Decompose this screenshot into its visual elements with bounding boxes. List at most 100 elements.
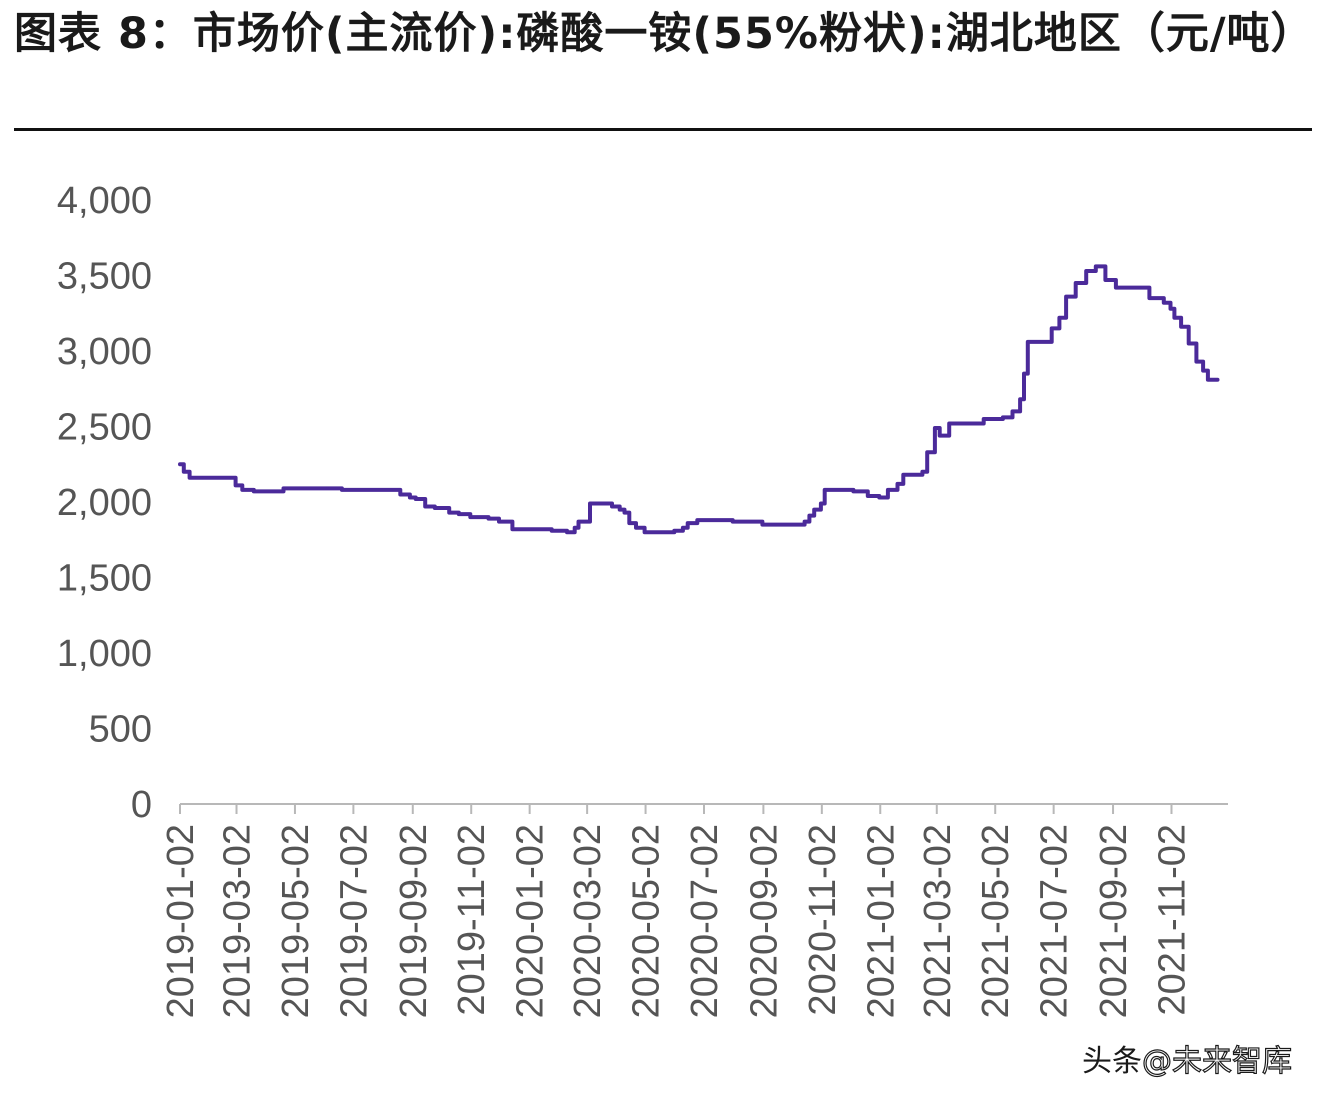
- x-tick-label: 2020-09-02: [743, 824, 785, 1018]
- data-point: [408, 496, 412, 499]
- data-point: [731, 520, 735, 524]
- data-point: [234, 483, 238, 487]
- data-point: [823, 488, 827, 492]
- data-point: [686, 521, 690, 525]
- data-point: [1074, 281, 1078, 285]
- data-point: [681, 526, 685, 530]
- x-tick-label: 2019-03-02: [217, 824, 259, 1018]
- data-point: [812, 508, 816, 512]
- x-tick-label: 2020-05-02: [626, 824, 668, 1018]
- data-point: [774, 523, 778, 527]
- data-point: [497, 520, 501, 524]
- x-tick-label: 2021-07-02: [1034, 824, 1076, 1018]
- x-tick-label: 2020-03-02: [567, 824, 609, 1018]
- data-point: [573, 526, 577, 530]
- x-tick-label: 2021-09-02: [1093, 824, 1135, 1018]
- data-point: [967, 422, 971, 425]
- data-point: [938, 434, 942, 438]
- data-point: [433, 506, 437, 510]
- series-layer: [178, 264, 1220, 535]
- data-point: [1050, 326, 1054, 330]
- data-point: [618, 508, 622, 512]
- data-point: [1022, 372, 1026, 376]
- data-point: [550, 529, 554, 533]
- y-tick-label: 500: [89, 709, 152, 751]
- data-point: [920, 470, 924, 474]
- x-tick-label: 2019-11-02: [451, 824, 493, 1016]
- y-tick-label: 2,000: [57, 482, 152, 524]
- data-point: [1103, 278, 1107, 282]
- data-point: [423, 505, 427, 508]
- data-point: [565, 530, 569, 534]
- data-point: [719, 518, 723, 522]
- data-point: [1084, 269, 1088, 273]
- x-tick-label: 2021-01-02: [860, 824, 902, 1018]
- y-tick-label: 1,500: [57, 558, 152, 600]
- data-point: [623, 511, 626, 515]
- chart-title: 图表 8：市场价(主流价):磷酸一铵(55%粉状):湖北地区（元/吨）: [14, 9, 1315, 59]
- data-point: [819, 502, 823, 505]
- data-point: [1018, 397, 1022, 401]
- y-tick-label: 4,000: [57, 180, 152, 222]
- data-point: [1138, 286, 1142, 290]
- data-point: [749, 520, 753, 524]
- x-axis-ticks: 2019-01-02 2019-03-02 2019-05-02 2019-07-02…: [160, 804, 1193, 1018]
- y-axis-ticks: 0 500 1,000 1,500 2,000 2,500 3,000 3,500 4,000: [57, 180, 152, 826]
- data-point: [627, 521, 631, 525]
- data-point: [1147, 296, 1151, 300]
- data-point: [229, 476, 233, 480]
- data-point: [851, 489, 855, 493]
- series-line: [178, 264, 1220, 535]
- data-point: [531, 527, 534, 531]
- x-tick-label: 2019-01-02: [160, 824, 202, 1018]
- data-point: [695, 518, 699, 522]
- watermark-name: @未来智库: [1141, 1043, 1292, 1079]
- data-point: [610, 505, 614, 508]
- data-point: [877, 496, 881, 499]
- data-point: [886, 488, 890, 492]
- data-point: [1206, 378, 1210, 382]
- data-point: [389, 488, 393, 492]
- x-tick-label: 2019-07-02: [333, 824, 375, 1018]
- data-point: [807, 514, 811, 518]
- data-point: [1179, 325, 1183, 329]
- data-point: [1064, 295, 1068, 299]
- data-point: [487, 517, 490, 521]
- watermark: 头条@未来智库: [1082, 1036, 1293, 1080]
- data-point: [1114, 286, 1118, 290]
- data-point: [272, 489, 276, 493]
- data-point: [414, 497, 418, 501]
- x-tick-label: 2019-09-02: [393, 824, 435, 1018]
- x-tick-label: 2021-11-02: [1151, 824, 1193, 1016]
- x-tick-label: 2020-07-02: [684, 824, 726, 1018]
- data-point: [643, 530, 647, 534]
- y-tick-label: 2,500: [57, 407, 152, 449]
- data-point: [282, 486, 285, 490]
- data-point: [577, 520, 580, 524]
- data-point: [1187, 342, 1191, 345]
- data-point: [896, 482, 899, 486]
- data-point: [1216, 378, 1219, 382]
- data-point: [182, 470, 186, 474]
- watermark-prefix: 头条: [1082, 1044, 1142, 1079]
- data-point: [1162, 301, 1166, 305]
- data-point: [1169, 307, 1172, 311]
- data-point: [947, 422, 951, 425]
- data-point: [925, 450, 929, 454]
- data-point: [457, 512, 461, 516]
- data-point: [588, 502, 592, 505]
- data-point: [188, 476, 192, 480]
- y-tick-label: 3,000: [57, 331, 152, 373]
- data-point: [672, 529, 676, 533]
- x-tick-label: 2020-11-02: [802, 824, 844, 1016]
- x-tick-label: 2021-05-02: [975, 824, 1017, 1018]
- x-tick-label: 2019-05-02: [275, 824, 317, 1018]
- x-tick-label: 2020-01-02: [510, 824, 552, 1018]
- data-point: [1201, 369, 1205, 373]
- data-point: [1194, 360, 1198, 364]
- data-point: [1057, 316, 1061, 320]
- data-point: [598, 502, 602, 505]
- x-tick-label: 2021-03-02: [917, 824, 959, 1018]
- data-point: [398, 493, 402, 496]
